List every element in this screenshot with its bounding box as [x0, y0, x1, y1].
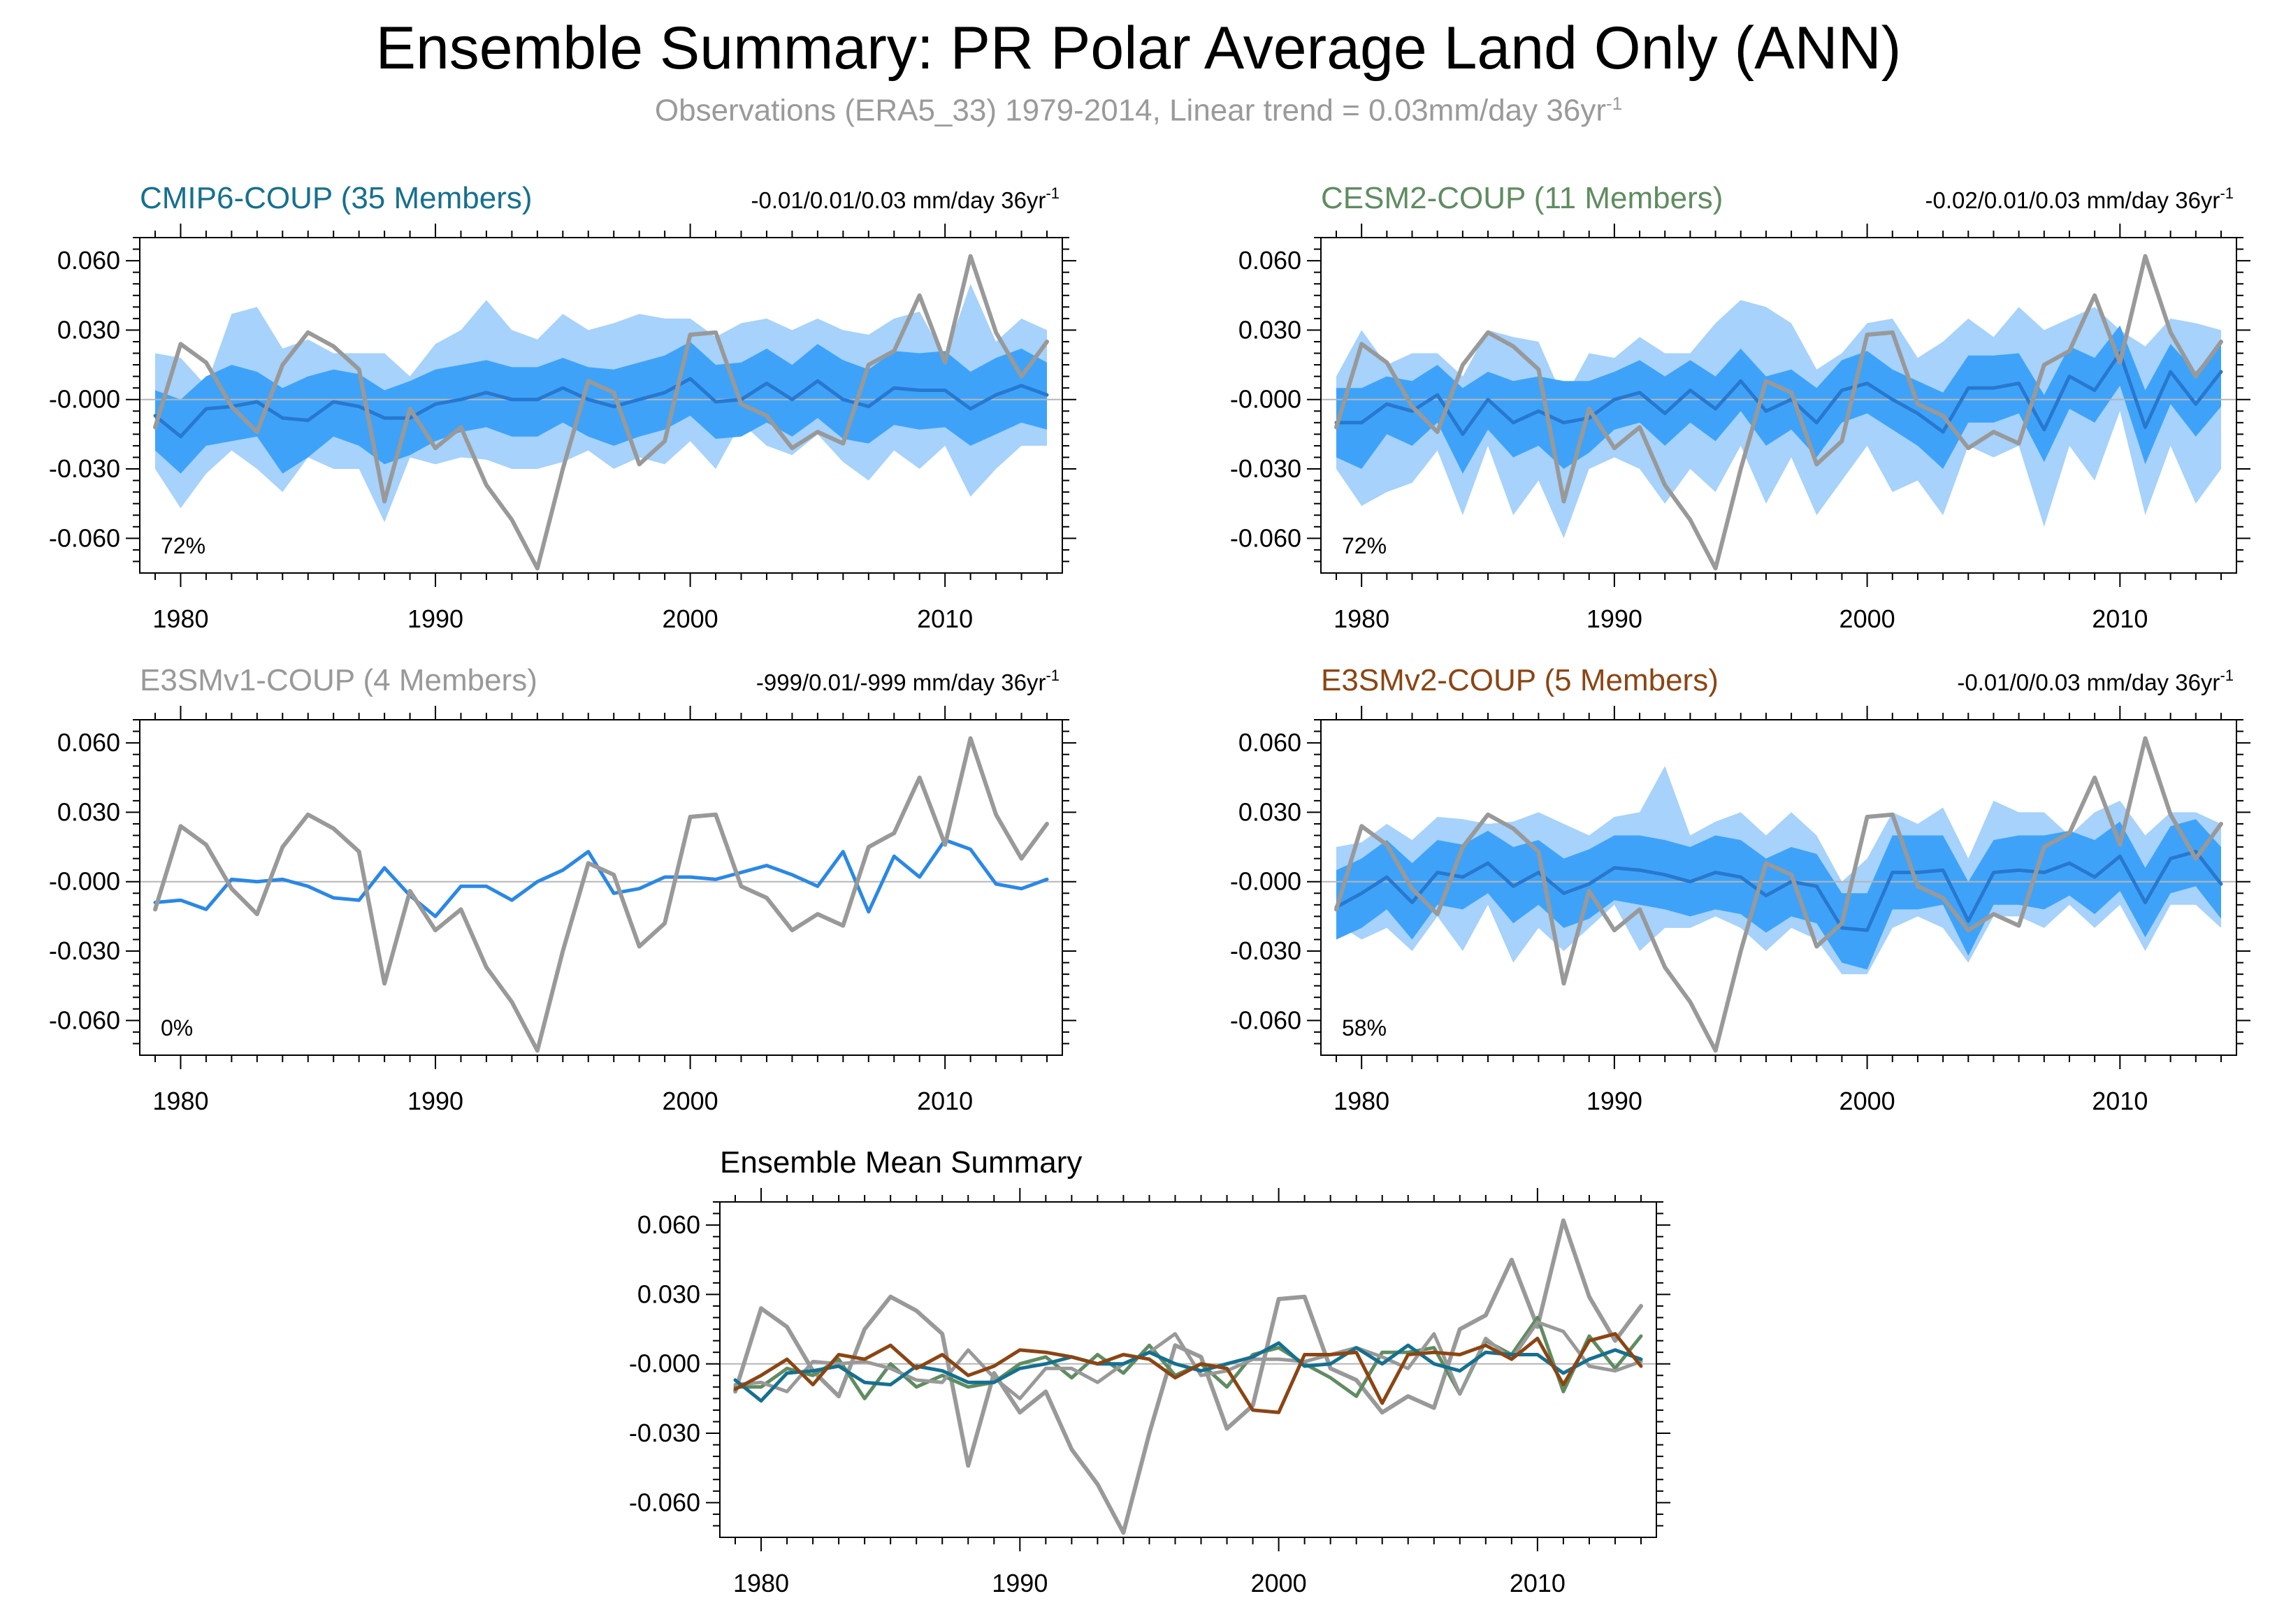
e3smv2-xtick-label: 2000: [1839, 1087, 1895, 1115]
figure-subtitle: Observations (ERA5_33) 1979-2014, Linear…: [0, 94, 2277, 128]
cmip6-xtick-label: 2000: [663, 604, 718, 633]
cesm2-ytick-label: -0.060: [1230, 523, 1301, 552]
e3smv1-percent-label: 0%: [161, 1015, 193, 1041]
summary-ytick-label: 0.030: [637, 1279, 700, 1308]
e3smv1-ytick-label: 0.030: [57, 797, 120, 826]
e3smv1-mean-line: [153, 838, 1049, 918]
cesm2-xtick-label: 2000: [1839, 604, 1895, 633]
summary-e3smv2-line: [733, 1332, 1643, 1414]
cmip6-mean-line: [153, 377, 1049, 439]
summary-cmip6-line: [733, 1341, 1643, 1403]
e3smv2-ytick-label: 0.060: [1238, 728, 1301, 757]
figure-title: Ensemble Summary: PR Polar Average Land …: [375, 15, 1902, 82]
cesm2-xtick-label: 1990: [1586, 604, 1642, 633]
cmip6-ytick-label: 0.030: [57, 315, 120, 344]
cmip6-inner-band: [155, 342, 1047, 474]
e3smv2-inner-band: [1336, 819, 2221, 970]
subtitle-superscript: -1: [1605, 93, 1623, 114]
summary-xtick-label: 2010: [1510, 1569, 1566, 1597]
e3smv1-xtick-label: 2000: [663, 1087, 718, 1115]
summary-frame: [719, 1201, 1657, 1538]
cmip6-trend-label: -0.01/0.01/0.03 mm/day 36yr-1: [751, 184, 1060, 213]
cesm2-trend-label: -0.02/0.01/0.03 mm/day 36yr-1: [1925, 184, 2234, 213]
cesm2-ytick-label: -0.030: [1230, 454, 1301, 483]
e3smv1-xtick-label: 2010: [917, 1087, 973, 1115]
e3smv2-xtick-label: 1980: [1333, 1087, 1389, 1115]
subtitle-text: Observations (ERA5_33) 1979-2014, Linear…: [654, 93, 1606, 128]
e3smv1-obs-line: [153, 736, 1049, 1053]
cmip6-xtick-label: 1990: [407, 604, 463, 633]
cmip6-ytick-label: -0.060: [49, 523, 120, 552]
e3smv2-obs-line: [1334, 736, 2223, 1053]
cmip6-xtick-label: 2010: [917, 604, 973, 633]
e3smv2-xtick-label: 2010: [2092, 1087, 2148, 1115]
e3smv2-ytick-label: -0.060: [1230, 1006, 1301, 1034]
cmip6-ytick-label: -0.000: [49, 385, 120, 414]
panel-e3smv2: 0.060 0.030 -0.000 -0.030 -0.060 1980 1990 2000…: [1230, 663, 2250, 1115]
e3smv1-title: E3SMv1-COUP (4 Members): [140, 663, 537, 697]
e3smv2-frame: [1320, 719, 2237, 1056]
summary-xtick-label: 1980: [733, 1569, 789, 1597]
cesm2-xtick-label: 1980: [1333, 604, 1389, 633]
cesm2-ytick-label: 0.060: [1238, 246, 1301, 275]
e3smv1-trend-label: -999/0.01/-999 mm/day 36yr-1: [756, 667, 1060, 695]
panel-cmip6: 0.060 0.030 -0.000 -0.030 -0.060 1980 1990 2000…: [49, 181, 1076, 633]
cmip6-obs-line: [153, 254, 1049, 571]
cesm2-mean-line: [1334, 351, 2223, 436]
cmip6-ytick-label: 0.060: [57, 246, 120, 275]
e3smv2-ytick-label: -0.000: [1230, 867, 1301, 896]
summary-ytick-label: -0.000: [629, 1349, 700, 1378]
e3smv2-percent-label: 58%: [1342, 1015, 1387, 1041]
e3smv1-ytick-label: -0.000: [49, 867, 120, 896]
cmip6-title: CMIP6-COUP (35 Members): [140, 181, 533, 215]
summary-xtick-label: 2000: [1251, 1569, 1307, 1597]
panel-e3smv1: 0.060 0.030 -0.000 -0.030 -0.060 1980 1990 2000…: [49, 663, 1076, 1115]
cesm2-ytick-label: -0.000: [1230, 385, 1301, 414]
cmip6-ytick-label: -0.030: [49, 454, 120, 483]
cmip6-xtick-label: 1980: [152, 604, 208, 633]
e3smv1-xtick-label: 1980: [152, 1087, 208, 1115]
e3smv1-ytick-label: 0.060: [57, 728, 120, 757]
e3smv2-mean-line: [1334, 850, 2223, 932]
e3smv2-ytick-label: -0.030: [1230, 936, 1301, 965]
e3smv1-ytick-label: -0.060: [49, 1006, 120, 1034]
summary-xtick-label: 1990: [992, 1569, 1048, 1597]
summary-ytick-label: 0.060: [637, 1210, 700, 1239]
summary-title: Ensemble Mean Summary: [720, 1145, 1082, 1180]
summary-ytick-label: -0.030: [629, 1419, 700, 1447]
e3smv1-xtick-label: 1990: [407, 1087, 463, 1115]
cesm2-xtick-label: 2010: [2092, 604, 2148, 633]
cesm2-title: CESM2-COUP (11 Members): [1321, 181, 1723, 215]
summary-cesm2-line: [733, 1316, 1643, 1400]
e3smv2-xtick-label: 1990: [1586, 1087, 1642, 1115]
cmip6-percent-label: 72%: [161, 533, 205, 558]
cesm2-percent-label: 72%: [1342, 533, 1387, 558]
summary-ytick-label: -0.060: [629, 1488, 700, 1516]
cesm2-obs-line: [1334, 254, 2223, 571]
e3smv2-ytick-label: 0.030: [1238, 797, 1301, 826]
e3smv1-frame: [139, 719, 1063, 1056]
e3smv2-trend-label: -0.01/0/0.03 mm/day 36yr-1: [1957, 667, 2234, 695]
e3smv2-title: E3SMv2-COUP (5 Members): [1321, 663, 1719, 697]
cesm2-ytick-label: 0.030: [1238, 315, 1301, 344]
panel-cesm2: 0.060 0.030 -0.000 -0.030 -0.060 1980 1990 2000…: [1230, 181, 2250, 633]
cesm2-frame: [1320, 237, 2237, 574]
summary-e3smv1-line: [733, 1320, 1643, 1400]
e3smv1-ytick-label: -0.030: [49, 936, 120, 965]
panel-summary: 0.060 0.030 -0.000 -0.030 -0.060 1980 1990 2000…: [629, 1145, 1670, 1597]
cmip6-frame: [139, 237, 1063, 574]
summary-obs-line: [733, 1218, 1643, 1535]
